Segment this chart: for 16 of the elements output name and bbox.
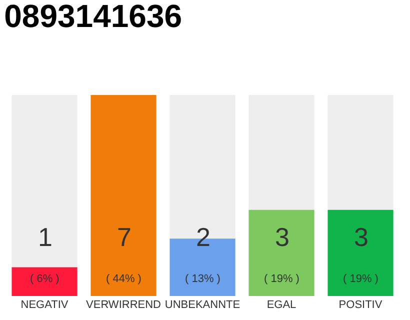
data-label: 3 [275, 222, 290, 252]
x-tick-label: POSITIV [338, 299, 383, 311]
annotation: ( 19% ) [264, 273, 300, 285]
x-tick-label: NEGATIV [20, 299, 69, 311]
data-label: 7 [117, 222, 132, 252]
x-tick-label: EGAL [266, 299, 296, 311]
bar [12, 267, 78, 296]
annotation: ( 44% ) [106, 273, 142, 285]
data-label: 3 [354, 222, 368, 252]
chart-title: 0893141636 [4, 0, 182, 34]
x-tick-label: UNBEKANNTE [164, 299, 240, 311]
annotation: ( 13% ) [185, 273, 220, 285]
data-label: 1 [38, 222, 52, 252]
annotation: ( 6% ) [30, 273, 60, 285]
x-tick-label: VERWIRREND [86, 299, 162, 311]
annotation: ( 19% ) [343, 273, 378, 285]
